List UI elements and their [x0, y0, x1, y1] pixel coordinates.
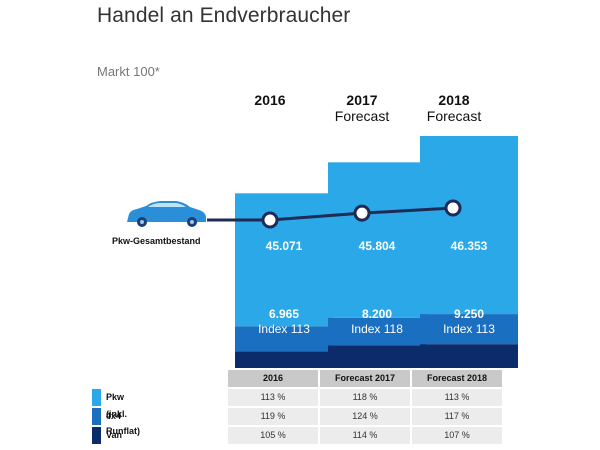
column-sub: Forecast	[426, 108, 482, 124]
line-segment	[361, 206, 454, 215]
column-header-2018: 2018 Forecast	[404, 92, 504, 124]
line-segment	[269, 211, 363, 222]
chart-title: Handel an Endverbraucher	[97, 4, 351, 27]
table-row-label: 4x4	[106, 411, 122, 421]
line-point-2018	[444, 199, 462, 217]
table-cell: 117 %	[412, 408, 502, 425]
line-value-label: 46.353	[451, 239, 488, 253]
column-year: 2016	[254, 92, 286, 108]
line-value-label: 45.071	[266, 239, 303, 253]
line-value-label: 45.804	[359, 239, 396, 253]
bar-total-label: 8.200	[362, 307, 392, 321]
table-cell: 105 %	[228, 427, 318, 444]
table-header-cell: Forecast 2018	[412, 370, 502, 387]
column-year: 2017	[346, 92, 378, 108]
bar-total-label: 9.250	[454, 307, 484, 321]
table-cell: 114 %	[320, 427, 410, 444]
legend-swatch-pkw	[92, 389, 101, 406]
bar-van-2016	[235, 351, 333, 368]
table-cell: 113 %	[228, 389, 318, 406]
table-row-label: Pkw (inkl. Runflat)	[106, 392, 140, 436]
column-header-2016: 2016	[220, 92, 320, 108]
legend-swatch-van	[92, 427, 101, 444]
bar-pkw-2018	[420, 136, 518, 315]
bar-4x4-2017	[328, 317, 426, 346]
bar-van-2018	[420, 344, 518, 368]
bar-4x4-2018	[420, 314, 518, 345]
table-cell: 113 %	[412, 389, 502, 406]
car-label: Pkw-Gesamtbestand	[112, 236, 201, 246]
line-point-2016	[261, 211, 279, 229]
column-year: 2018	[438, 92, 470, 108]
table-row-label: Van	[106, 430, 123, 440]
table-cell: 118 %	[320, 389, 410, 406]
bar-index-label: Index 118	[351, 322, 403, 336]
car-icon	[127, 201, 206, 227]
chart-subtitle: Markt 100*	[97, 64, 160, 79]
table-cell: 119 %	[228, 408, 318, 425]
column-sub: Forecast	[334, 108, 390, 124]
bar-pkw-2017	[328, 162, 426, 318]
bar-total-label: 6.965	[269, 307, 299, 321]
column-header-2017: 2017 Forecast	[312, 92, 412, 124]
table-cell: 124 %	[320, 408, 410, 425]
line-group	[207, 199, 462, 229]
legend-swatch-4x4	[92, 408, 101, 425]
table-cell: 107 %	[412, 427, 502, 444]
bar-index-label: Index 113	[258, 322, 310, 336]
bar-van-2017	[328, 345, 426, 368]
line-point-2017	[353, 204, 371, 222]
bar-index-label: Index 113	[443, 322, 495, 336]
table-header-cell: 2016	[228, 370, 318, 387]
table-header-cell: Forecast 2017	[320, 370, 410, 387]
bar-4x4-2016	[235, 326, 333, 352]
